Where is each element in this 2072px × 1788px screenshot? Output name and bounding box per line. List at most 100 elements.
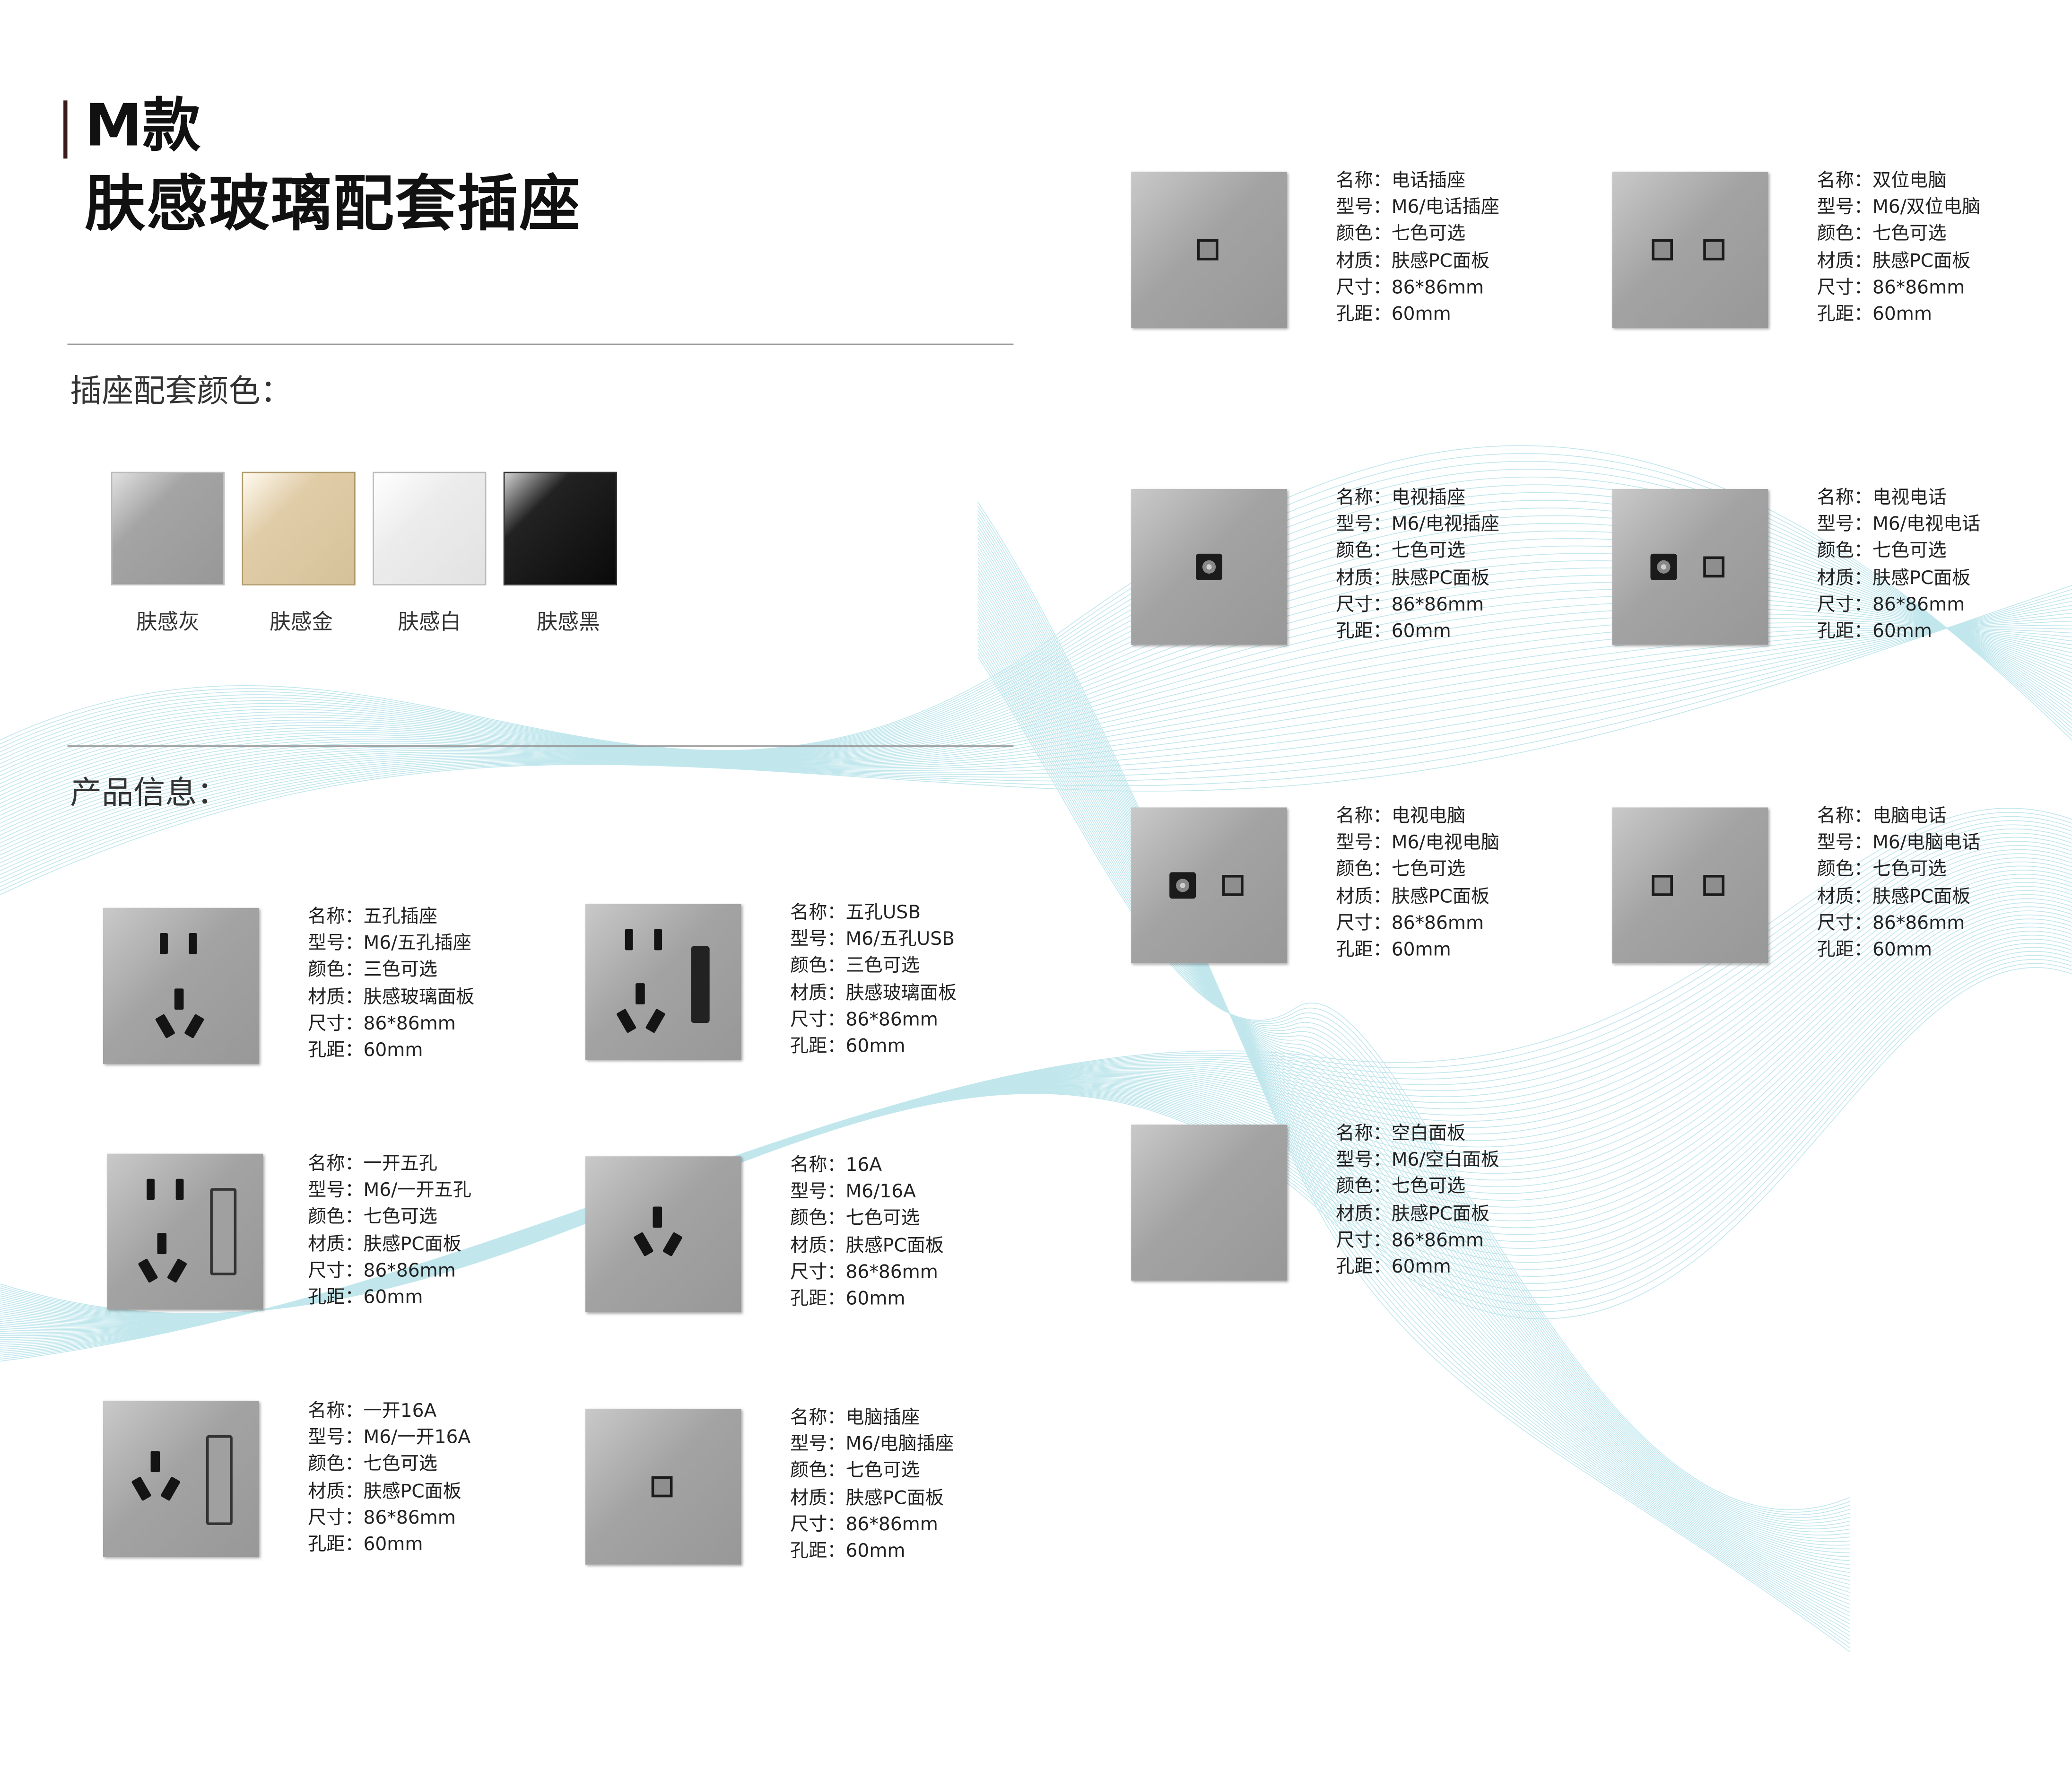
product-image-dual-computer-port	[1612, 172, 1768, 328]
spec-name: 名称：电视电脑	[1336, 803, 1499, 830]
spec-value: 电视电脑	[1391, 806, 1466, 828]
spec-name: 名称：五孔插座	[308, 904, 474, 931]
spec-color: 颜色：七色可选	[1336, 539, 1499, 565]
spec-label: 颜色：	[1336, 1177, 1392, 1198]
spec-name: 名称：电视插座	[1336, 485, 1499, 512]
spec-color: 颜色：七色可选	[1336, 857, 1499, 883]
spec-label: 颜色：	[1336, 541, 1392, 562]
spec-color: 颜色：七色可选	[1817, 221, 1981, 248]
spec-value: 肤感PC面板	[1872, 250, 1971, 272]
spec-label: 尺寸：	[790, 1009, 846, 1031]
spec-value: 肤感PC面板	[1872, 567, 1971, 589]
spec-name: 名称：一开五孔	[308, 1151, 471, 1177]
spec-value: 60mm	[1872, 304, 1932, 325]
spec-label: 名称：	[790, 1407, 846, 1429]
spec-label: 型号：	[1336, 1150, 1392, 1171]
spec-label: 名称：	[790, 902, 846, 924]
socket-hole	[160, 933, 168, 954]
spec-value: 60mm	[845, 1036, 905, 1057]
products-heading: 产品信息：	[70, 774, 229, 811]
spec-value: 肤感PC面板	[845, 1235, 944, 1256]
spec-label: 孔距：	[790, 1541, 846, 1562]
product-image-five-hole-usb	[585, 904, 741, 1060]
product-image-tv-computer-port	[1131, 807, 1287, 964]
spec-value: M6/16A	[845, 1181, 916, 1203]
socket-hole	[616, 1008, 637, 1033]
product-image-five-hole	[103, 907, 259, 1064]
product-image-switch-16a	[103, 1401, 259, 1557]
spec-size: 尺寸：86*86mm	[1336, 275, 1499, 301]
spec-label: 名称：	[1336, 488, 1392, 509]
spec-material: 材质：肤感PC面板	[1336, 565, 1499, 592]
data-port	[1652, 239, 1673, 261]
spec-material: 材质：肤感PC面板	[790, 1232, 944, 1259]
spec-pitch: 孔距：60mm	[1336, 619, 1499, 645]
spec-pitch: 孔距：60mm	[1817, 619, 1981, 645]
spec-label: 材质：	[790, 1487, 846, 1509]
spec-model: 型号：M6/电视电话	[1817, 512, 1981, 538]
spec-value: 86*86mm	[363, 1013, 456, 1035]
spec-color: 颜色：七色可选	[308, 1204, 471, 1231]
spec-value: 86*86mm	[1391, 913, 1484, 934]
rocker-switch	[210, 1188, 237, 1275]
product-info: 名称：双位电脑 型号：M6/双位电脑 颜色：七色可选 材质：肤感PC面板 尺寸：86*8…	[1817, 168, 1981, 328]
spec-label: 尺寸：	[790, 1514, 846, 1535]
spec-value: 肤感PC面板	[1391, 567, 1490, 589]
spec-value: 60mm	[1391, 621, 1451, 643]
spec-value: 电脑插座	[845, 1407, 920, 1429]
spec-label: 材质：	[1817, 567, 1872, 589]
socket-hole	[625, 929, 633, 951]
socket-hole	[662, 1231, 683, 1257]
spec-label: 材质：	[308, 986, 364, 1008]
spec-label: 颜色：	[308, 960, 364, 981]
spec-model: 型号：M6/16A	[790, 1179, 944, 1205]
spec-size: 尺寸：86*86mm	[1817, 275, 1981, 301]
spec-label: 名称：	[308, 1401, 364, 1422]
spec-value: 一开16A	[363, 1401, 437, 1422]
spec-value: M6/电脑电话	[1872, 833, 1981, 854]
spec-value: M6/一开16A	[363, 1427, 471, 1449]
spec-value: 60mm	[363, 1040, 423, 1062]
spec-size: 尺寸：86*86mm	[1336, 910, 1499, 937]
socket-hole	[653, 1206, 662, 1228]
spec-label: 颜色：	[790, 956, 846, 977]
spec-value: 空白面板	[1391, 1123, 1466, 1145]
spec-value: M6/一开五孔	[363, 1180, 471, 1202]
spec-material: 材质：肤感PC面板	[308, 1231, 471, 1257]
spec-value: 60mm	[1872, 940, 1932, 961]
data-port	[1703, 239, 1724, 261]
spec-label: 型号：	[1817, 197, 1872, 218]
spec-value: 86*86mm	[845, 1262, 938, 1283]
spec-label: 孔距：	[308, 1040, 364, 1062]
spec-label: 型号：	[308, 1427, 364, 1449]
spec-value: 七色可选	[363, 1207, 438, 1229]
product-info: 名称：电视插座 型号：M6/电视插座 颜色：七色可选 材质：肤感PC面板 尺寸：86*8…	[1336, 485, 1499, 645]
spec-value: 86*86mm	[1391, 1230, 1484, 1251]
spec-label: 材质：	[790, 983, 846, 1004]
spec-name: 名称：电脑插座	[790, 1405, 954, 1431]
tv-port	[1196, 553, 1223, 580]
socket-hole	[645, 1008, 666, 1033]
socket-hole	[166, 1258, 188, 1283]
spec-label: 颜色：	[790, 1461, 846, 1482]
spec-label: 尺寸：	[1817, 277, 1872, 299]
spec-name: 名称：五孔USB	[790, 900, 957, 926]
spec-value: 86*86mm	[845, 1009, 938, 1031]
spec-value: 60mm	[1872, 621, 1932, 643]
spec-value: 肤感PC面板	[1391, 1203, 1490, 1225]
data-port	[651, 1476, 673, 1498]
socket-hole	[184, 1013, 205, 1039]
spec-label: 尺寸：	[1817, 913, 1872, 934]
spec-label: 材质：	[308, 1481, 364, 1502]
spec-label: 颜色：	[308, 1207, 364, 1229]
spec-value: 三色可选	[363, 960, 438, 981]
spec-pitch: 孔距：60mm	[1336, 1254, 1499, 1281]
spec-value: 七色可选	[845, 1461, 920, 1482]
spec-label: 尺寸：	[308, 1260, 364, 1282]
swatch-black	[503, 471, 618, 586]
spec-label: 名称：	[308, 907, 364, 928]
spec-value: M6/双位电脑	[1872, 197, 1981, 218]
spec-model: 型号：M6/电视电脑	[1336, 830, 1499, 857]
product-image-computer-port	[585, 1409, 741, 1565]
spec-name: 名称：一开16A	[308, 1398, 470, 1425]
